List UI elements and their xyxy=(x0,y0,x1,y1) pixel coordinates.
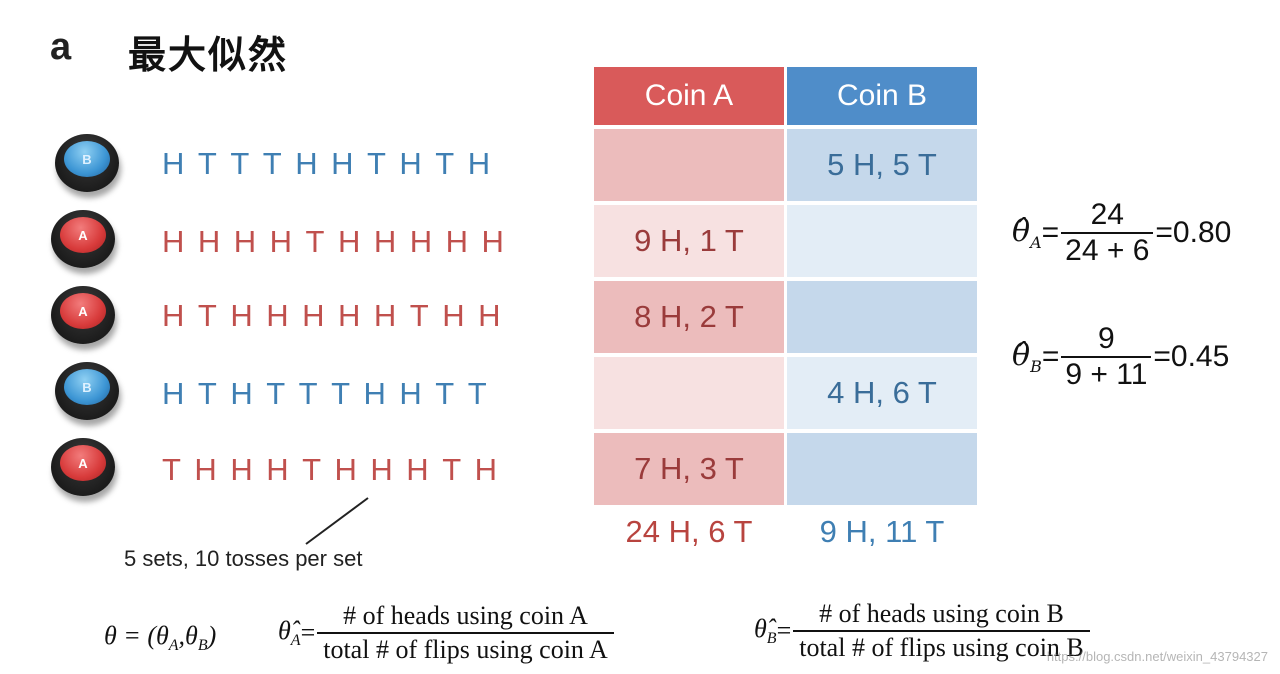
cell-a-row-3: 8 H, 2 T xyxy=(594,281,784,353)
cell-b-row-1: 5 H, 5 T xyxy=(787,129,977,201)
coin-label: B xyxy=(64,369,110,405)
annotation-pointer-line xyxy=(305,497,369,545)
coin-label: A xyxy=(60,217,106,253)
cell-b-row-4: 4 H, 6 T xyxy=(787,357,977,429)
estimate-a-result: =0.80 xyxy=(1155,216,1232,249)
coin-b-icon: B xyxy=(55,134,119,192)
toss-sequence-4: HTHTTTHHTT xyxy=(162,376,501,411)
fraction: # of heads using coin B total # of flips… xyxy=(793,598,1090,664)
estimate-b-result: =0.45 xyxy=(1153,340,1230,373)
annotation-text: 5 sets, 10 tosses per set xyxy=(124,546,363,571)
panel-title: 最大似然 xyxy=(128,33,289,77)
theta-b-symbol: θ̂B xyxy=(1012,338,1042,376)
total-coin-a: 24 H, 6 T xyxy=(625,514,753,549)
estimate-theta-b: θ̂B = 9 9 + 11 =0.45 xyxy=(1012,322,1230,392)
cell-b-row-3 xyxy=(787,281,977,353)
coin-a-icon: A xyxy=(51,210,115,268)
coin-a-icon: A xyxy=(51,286,115,344)
toss-sequence-3: HTHHHHHTHH xyxy=(162,298,514,333)
cell-b-row-5 xyxy=(787,433,977,505)
theta-a-symbol: θ̂A xyxy=(1012,214,1042,252)
coin-label: A xyxy=(60,445,106,481)
formula-theta-a: θ̂A = # of heads using coin A total # of … xyxy=(278,600,616,666)
toss-sequence-2: HHHHTHHHHH xyxy=(162,224,518,259)
watermark: https://blog.csdn.net/weixin_43794327 xyxy=(1046,649,1268,664)
estimate-theta-a: θ̂A = 24 24 + 6 =0.80 xyxy=(1012,198,1232,268)
fraction: 24 24 + 6 xyxy=(1061,198,1154,268)
coin-b-header: Coin B xyxy=(787,67,977,125)
cell-a-row-5: 7 H, 3 T xyxy=(594,433,784,505)
panel-letter: a xyxy=(50,26,72,68)
coin-a-header: Coin A xyxy=(594,67,784,125)
coin-label: A xyxy=(60,293,106,329)
coin-b-icon: B xyxy=(55,362,119,420)
toss-sequence-1: HTTTHHTHTH xyxy=(162,146,504,181)
cell-b-row-2 xyxy=(787,205,977,277)
theta-definition: θ = (θA,θB) xyxy=(104,621,217,655)
cell-a-row-2: 9 H, 1 T xyxy=(594,205,784,277)
cell-a-row-1 xyxy=(594,129,784,201)
toss-sequence-5: THHHTHHHTH xyxy=(162,452,511,487)
total-coin-b: 9 H, 11 T xyxy=(819,514,945,549)
coin-label: B xyxy=(64,141,110,177)
fraction: # of heads using coin A total # of flips… xyxy=(317,600,614,666)
fraction: 9 9 + 11 xyxy=(1061,322,1152,392)
formula-theta-b: θ̂B = # of heads using coin B total # of … xyxy=(754,598,1092,664)
coin-a-icon: A xyxy=(51,438,115,496)
cell-a-row-4 xyxy=(594,357,784,429)
